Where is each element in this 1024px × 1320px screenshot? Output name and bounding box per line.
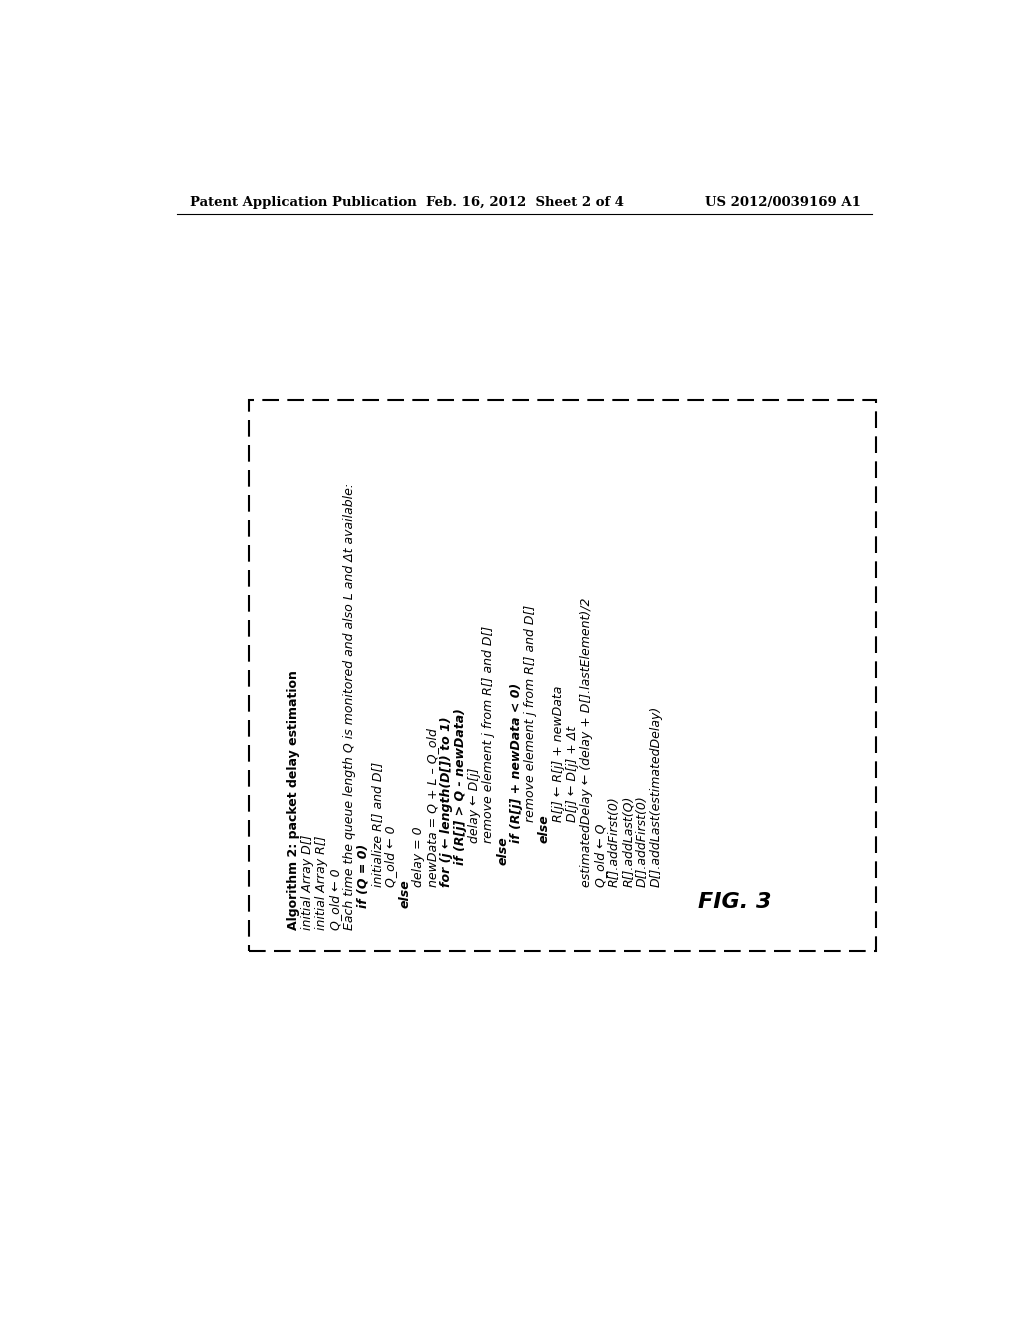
- Text: Algorithm 2: packet delay estimation: Algorithm 2: packet delay estimation: [287, 669, 300, 929]
- Text: if (R[j] > Q - newData): if (R[j] > Q - newData): [455, 708, 467, 865]
- Text: for (j ← length(D[]) to 1): for (j ← length(D[]) to 1): [440, 715, 454, 887]
- Text: initial Array D[]: initial Array D[]: [301, 834, 313, 929]
- Text: initialize R[] and D[]: initialize R[] and D[]: [371, 762, 384, 887]
- Text: R[j] ← R[j] + newData: R[j] ← R[j] + newData: [552, 685, 565, 822]
- Text: else: else: [538, 814, 551, 843]
- Text: D[].addLast(estimatedDelay): D[].addLast(estimatedDelay): [649, 705, 663, 887]
- Text: R[].addLast(Q): R[].addLast(Q): [622, 795, 635, 887]
- Text: delay = 0: delay = 0: [413, 826, 425, 887]
- Text: estimatedDelay ← (delay + D[].lastElement)/2: estimatedDelay ← (delay + D[].lastElemen…: [580, 597, 593, 887]
- Text: else: else: [398, 879, 412, 908]
- Text: initial Array R[]: initial Array R[]: [314, 836, 328, 929]
- Text: FIG. 3: FIG. 3: [698, 892, 772, 912]
- Text: Q_old ← Q: Q_old ← Q: [594, 822, 607, 887]
- Text: Each time the queue length Q is monitored and also L and Δt available:: Each time the queue length Q is monitore…: [343, 483, 355, 929]
- Text: Q_old ← 0: Q_old ← 0: [329, 869, 342, 929]
- Text: D[].addFirst(0): D[].addFirst(0): [636, 795, 648, 887]
- Text: US 2012/0039169 A1: US 2012/0039169 A1: [706, 197, 861, 209]
- Text: remove element j from R[] and D[]: remove element j from R[] and D[]: [524, 605, 537, 822]
- Text: Patent Application Publication: Patent Application Publication: [189, 197, 417, 209]
- Text: Q_old ← 0: Q_old ← 0: [385, 825, 397, 887]
- Text: else: else: [496, 836, 509, 865]
- Bar: [249, 400, 876, 952]
- Text: R[].addFirst(0): R[].addFirst(0): [607, 796, 621, 887]
- Text: if (Q = 0): if (Q = 0): [356, 843, 370, 908]
- Text: if (R[j] + newData < 0): if (R[j] + newData < 0): [510, 684, 523, 843]
- Text: delay ← D[j]: delay ← D[j]: [468, 768, 481, 843]
- Text: remove element j from R[] and D[]: remove element j from R[] and D[]: [482, 626, 496, 843]
- Text: Feb. 16, 2012  Sheet 2 of 4: Feb. 16, 2012 Sheet 2 of 4: [426, 197, 624, 209]
- Text: newData = Q + L – Q_old: newData = Q + L – Q_old: [426, 727, 439, 887]
- Text: D[j] ← D[j] + Δt: D[j] ← D[j] + Δt: [566, 726, 579, 822]
